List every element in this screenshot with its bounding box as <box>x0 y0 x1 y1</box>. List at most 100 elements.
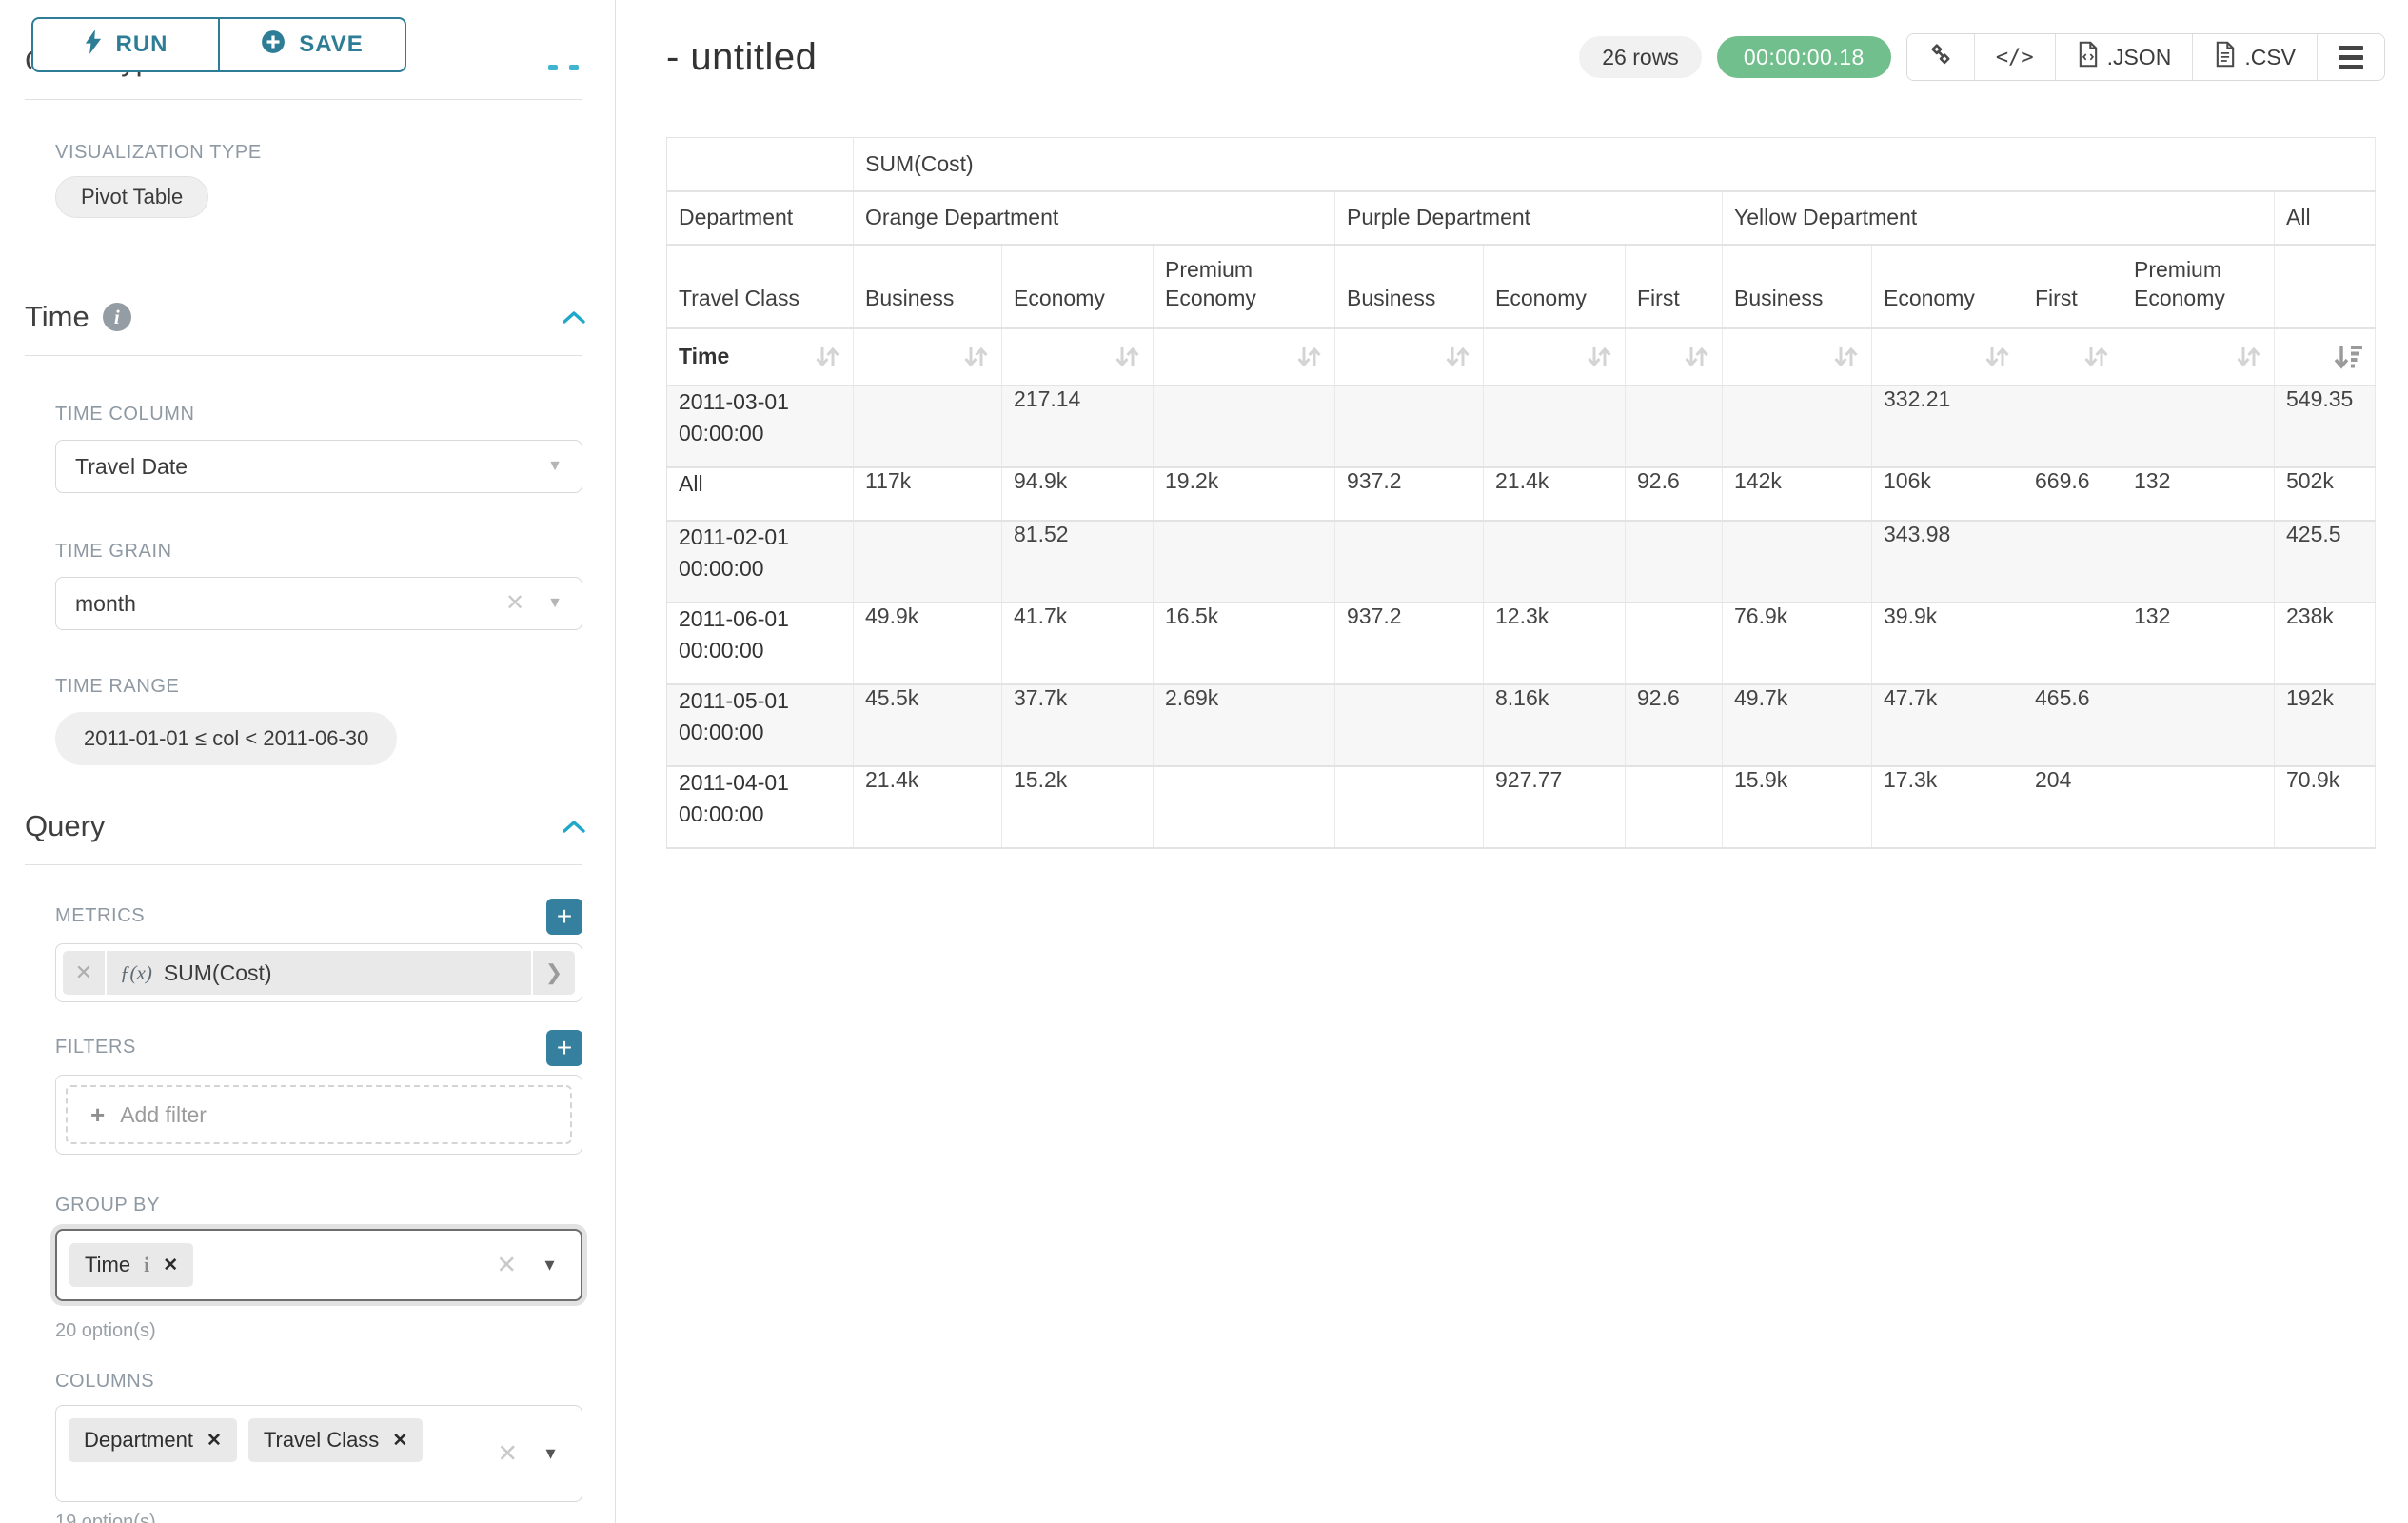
pivot-cell <box>854 386 1002 467</box>
sort-icon[interactable] <box>1585 344 1613 370</box>
clear-icon[interactable]: ✕ <box>505 592 524 615</box>
sort-icon[interactable] <box>1113 344 1141 370</box>
query-timer-badge: 00:00:00.18 <box>1717 36 1891 78</box>
pivot-cell <box>2122 521 2275 603</box>
travel-class-header: Economy <box>1872 245 2023 328</box>
pivot-cell: 17.3k <box>1872 766 2023 848</box>
save-button[interactable]: SAVE <box>218 17 406 72</box>
pivot-cell <box>2122 766 2275 848</box>
sort-desc-icon[interactable] <box>2333 344 2363 370</box>
time-column-select[interactable]: Travel Date ▼ <box>55 440 582 493</box>
pivot-cell <box>1335 521 1484 603</box>
sort-icon[interactable] <box>961 344 990 370</box>
pivot-cell <box>1626 603 1723 684</box>
embed-code-button[interactable]: </> <box>1974 34 2055 80</box>
add-filter-dropzone[interactable]: + Add filter <box>66 1085 572 1144</box>
pivot-cell <box>1484 386 1626 467</box>
department-group-header: Purple Department <box>1335 191 1723 245</box>
clear-icon[interactable]: ✕ <box>496 1251 517 1280</box>
info-icon[interactable]: i <box>144 1253 149 1277</box>
pivot-cell: 192k <box>2275 684 2376 766</box>
remove-metric-icon[interactable]: ✕ <box>63 951 107 995</box>
visualization-type-value[interactable]: Pivot Table <box>55 176 208 218</box>
remove-tag-icon[interactable]: ✕ <box>163 1255 178 1276</box>
sort-header-cell <box>2023 328 2122 386</box>
json-button-label: .JSON <box>2107 45 2172 70</box>
time-range-value[interactable]: 2011-01-01 ≤ col < 2011-06-30 <box>55 712 397 765</box>
sort-icon[interactable] <box>1983 344 2011 370</box>
table-row: 2011-02-01 00:00:0081.52343.98425.5 <box>667 521 2376 603</box>
travel-class-header: Business <box>1335 245 1484 328</box>
plus-icon: + <box>90 1100 105 1130</box>
chevron-up-icon[interactable] <box>562 309 586 325</box>
time-grain-select[interactable]: month ✕ ▼ <box>55 577 582 630</box>
table-row: 2011-03-01 00:00:00217.14332.21549.35 <box>667 386 2376 467</box>
query-heading: Query <box>25 807 105 845</box>
filters-control: + Add filter <box>55 1075 582 1155</box>
chart-header: - untitled 26 rows 00:00:00.18 </> <box>666 29 2385 86</box>
pivot-cell: 37.7k <box>1002 684 1154 766</box>
pivot-cell <box>1335 766 1484 848</box>
caret-down-icon[interactable]: ▼ <box>542 1256 558 1275</box>
metric-pill[interactable]: ✕ ƒ(x) SUM(Cost) ❯ <box>63 951 575 995</box>
group-by-label: GROUP BY <box>55 1195 582 1217</box>
clear-icon[interactable]: ✕ <box>497 1439 518 1469</box>
caret-down-icon: ▼ <box>547 458 563 475</box>
share-link-button[interactable] <box>1907 34 1974 80</box>
sort-icon[interactable] <box>1831 344 1860 370</box>
metric-name: SUM(Cost) <box>164 960 272 986</box>
caret-down-icon[interactable]: ▼ <box>543 1444 559 1463</box>
pivot-table-container: SUM(Cost)DepartmentOrange DepartmentPurp… <box>666 137 2385 849</box>
sort-icon[interactable] <box>2082 344 2110 370</box>
add-filter-button[interactable]: + <box>546 1030 582 1066</box>
chart-title[interactable]: - untitled <box>666 36 817 79</box>
pivot-cell: 49.9k <box>854 603 1002 684</box>
info-icon[interactable]: i <box>103 303 131 331</box>
department-group-header: All <box>2275 191 2376 245</box>
pivot-cell: 8.16k <box>1484 684 1626 766</box>
group-by-tag: Time i ✕ <box>69 1243 193 1287</box>
pivot-cell <box>1154 386 1335 467</box>
travel-class-header: Premium Economy <box>2122 245 2275 328</box>
metric-header: SUM(Cost) <box>854 138 2376 191</box>
time-row-header: Time <box>667 328 854 386</box>
travel-class-header: Economy <box>1484 245 1626 328</box>
metrics-header-row: METRICS + <box>55 898 582 936</box>
pivot-cell: 49.7k <box>1723 684 1872 766</box>
pivot-cell <box>2023 603 2122 684</box>
columns-select[interactable]: Department ✕ Travel Class ✕ ✕ ▼ <box>55 1405 582 1502</box>
menu-button[interactable] <box>2317 34 2384 80</box>
tag-label: Travel Class <box>264 1428 379 1453</box>
pivot-cell <box>2122 386 2275 467</box>
control-panel: RUN SAVE Chart Type VISUALIZATION TYPE P… <box>0 0 616 1523</box>
pivot-cell: 47.7k <box>1872 684 2023 766</box>
chevron-up-icon[interactable] <box>562 819 586 834</box>
sort-header-cell <box>2122 328 2275 386</box>
add-metric-button[interactable]: + <box>546 899 582 935</box>
pivot-cell <box>1154 521 1335 603</box>
sort-icon[interactable] <box>1294 344 1323 370</box>
pivot-cell <box>2122 684 2275 766</box>
sort-icon[interactable] <box>1443 344 1471 370</box>
export-csv-button[interactable]: .CSV <box>2192 34 2317 80</box>
metrics-label: METRICS <box>55 905 145 928</box>
pivot-cell: 937.2 <box>1335 603 1484 684</box>
lightning-bolt-icon <box>84 30 103 61</box>
pivot-cell: 425.5 <box>2275 521 2376 603</box>
row-header: 2011-04-01 00:00:00 <box>667 766 854 848</box>
pivot-cell: 15.9k <box>1723 766 1872 848</box>
run-button[interactable]: RUN <box>31 17 220 72</box>
pivot-cell: 19.2k <box>1154 467 1335 521</box>
sort-icon[interactable] <box>813 344 841 370</box>
export-json-button[interactable]: .JSON <box>2055 34 2193 80</box>
sort-icon[interactable] <box>1682 344 1710 370</box>
chevron-right-icon[interactable]: ❯ <box>531 951 575 995</box>
pivot-cell <box>1626 766 1723 848</box>
divider <box>25 355 582 356</box>
remove-tag-icon[interactable]: ✕ <box>392 1430 407 1452</box>
remove-tag-icon[interactable]: ✕ <box>207 1430 222 1452</box>
sort-icon[interactable] <box>2234 344 2262 370</box>
pivot-cell: 343.98 <box>1872 521 2023 603</box>
add-filter-label: Add filter <box>120 1102 207 1128</box>
group-by-select[interactable]: Time i ✕ ✕ ▼ <box>55 1229 582 1301</box>
